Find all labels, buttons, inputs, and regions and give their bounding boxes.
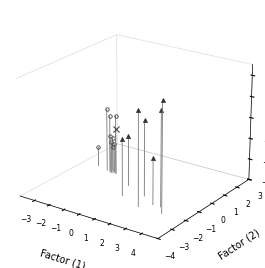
- X-axis label: Factor (1): Factor (1): [39, 247, 86, 268]
- Y-axis label: Factor (2): Factor (2): [217, 228, 261, 262]
